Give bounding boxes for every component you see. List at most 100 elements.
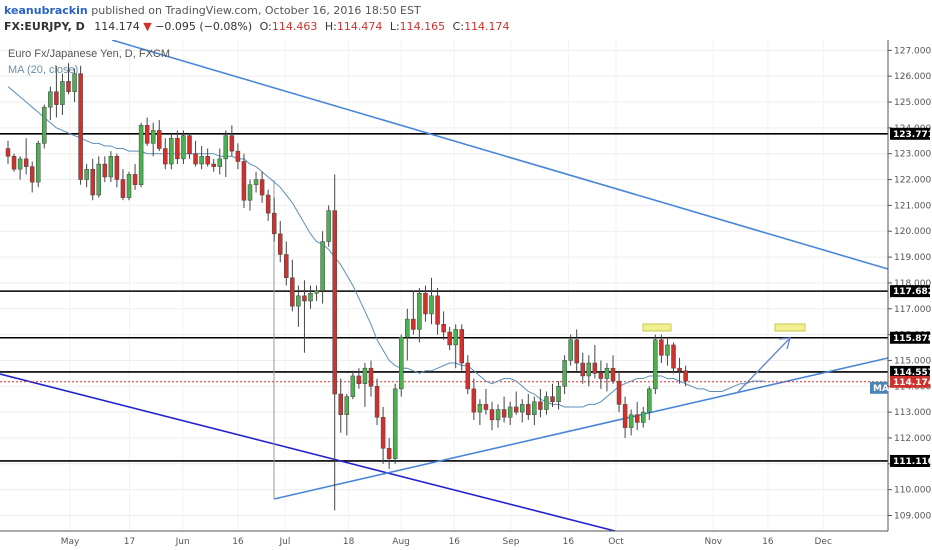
candle-down xyxy=(622,404,628,428)
candle-up xyxy=(199,156,204,165)
candle-up xyxy=(320,241,325,291)
candle-down xyxy=(23,158,29,167)
candle-down xyxy=(290,277,295,307)
y-tick-label: 127.000 xyxy=(894,46,931,56)
candle-down xyxy=(205,156,210,165)
candle-down xyxy=(235,150,241,162)
level-tag xyxy=(890,285,930,298)
highlight-box-1[interactable] xyxy=(642,323,672,332)
x-tick-label: Oct xyxy=(608,537,624,547)
y-tick-label: 109.000 xyxy=(894,511,931,521)
candle-down xyxy=(423,293,428,315)
x-tick-label: 18 xyxy=(343,537,355,547)
candle-down xyxy=(187,135,192,154)
candle-down xyxy=(368,367,374,387)
candles xyxy=(5,63,688,511)
plot-area[interactable] xyxy=(0,40,888,531)
y-tick-label: 125.000 xyxy=(894,98,931,108)
candle-up xyxy=(48,91,53,108)
upper-trendline[interactable] xyxy=(111,40,889,270)
candle-up xyxy=(586,362,592,377)
candle-down xyxy=(483,404,489,410)
candle-up xyxy=(477,404,483,413)
price-tags: 123.771 117.682 115.878 114.557 111.110 114.1… xyxy=(870,127,932,467)
candle-down xyxy=(471,388,477,413)
level-tag-label: 117.682 xyxy=(893,287,932,297)
candle-down xyxy=(634,414,640,423)
candle-up xyxy=(126,174,132,198)
y-tick-label: 121.000 xyxy=(894,201,931,211)
x-tick-label: Jun xyxy=(175,537,190,547)
candle-down xyxy=(78,73,83,180)
level-tag-label: 111.110 xyxy=(893,457,932,467)
candle-up xyxy=(350,375,356,397)
candle-up xyxy=(562,360,567,387)
y-axis[interactable]: 109.000110.000111.000112.000113.000114.0… xyxy=(888,46,931,521)
candle-up xyxy=(405,318,410,338)
price-tag xyxy=(890,375,930,388)
candle-down xyxy=(616,380,622,405)
author-link[interactable]: keanubrackin xyxy=(4,4,88,17)
candle-up xyxy=(399,336,404,390)
highlight-box-2[interactable] xyxy=(774,323,806,332)
candle-down xyxy=(683,370,688,382)
candle-up xyxy=(108,156,114,178)
open-value: 114.463 xyxy=(271,20,318,33)
candle-down xyxy=(90,168,95,196)
y-tick-label: 112.000 xyxy=(894,434,931,444)
grid xyxy=(0,40,888,531)
close-value: 114.174 xyxy=(464,20,510,33)
change-value: −0.095 (−0.08%) xyxy=(155,20,253,33)
candle-down xyxy=(157,130,162,149)
y-tick-label: 119.000 xyxy=(894,253,931,263)
candle-down xyxy=(332,210,337,395)
candle-down xyxy=(284,254,289,278)
candle-down xyxy=(66,81,71,92)
candle-down xyxy=(114,156,120,180)
level-tag xyxy=(890,331,930,344)
lower-trendline[interactable] xyxy=(0,373,616,532)
price-chart[interactable]: Euro Fx/Japanese Yen, D, FXCM MA (20, cl… xyxy=(0,40,932,550)
level-tag xyxy=(890,365,930,378)
candle-down xyxy=(102,163,108,178)
close-label: C: xyxy=(452,20,465,33)
candle-up xyxy=(181,135,186,160)
candle-up xyxy=(169,137,174,165)
published-line: keanubrackin published on TradingView.co… xyxy=(4,4,421,17)
candle-down xyxy=(411,318,416,330)
last-price: 114.174 xyxy=(94,20,140,33)
legend-ma[interactable]: MA (20, close) xyxy=(8,64,78,76)
candle-up xyxy=(544,396,549,410)
candle-up xyxy=(314,290,319,294)
level-tag-label: 123.771 xyxy=(893,130,932,140)
x-tick-label: Jul xyxy=(278,537,290,547)
candle-down xyxy=(610,367,616,382)
candle-down xyxy=(271,212,277,235)
symbol-label[interactable]: FX:EURJPY, D xyxy=(4,20,85,33)
candle-up xyxy=(138,125,144,185)
candle-down xyxy=(259,179,265,196)
candle-up xyxy=(217,158,222,167)
candle-up xyxy=(453,329,458,346)
candle-down xyxy=(538,401,543,410)
candle-up xyxy=(653,339,658,390)
candle-up xyxy=(392,388,398,459)
candle-down xyxy=(54,91,59,105)
candle-down xyxy=(132,174,138,185)
candle-down xyxy=(241,161,247,201)
x-axis[interactable]: May 17 Jun 16 Jul 18 Aug 16 Sep 16 Oct Nov 16 Dec xyxy=(61,537,832,547)
level-tag-label: 114.557 xyxy=(893,368,932,378)
y-tick-label: 118.000 xyxy=(894,279,931,289)
candle-down xyxy=(5,148,11,157)
candle-up xyxy=(36,143,41,183)
candle-up xyxy=(344,396,350,415)
high-label: H: xyxy=(324,20,337,33)
candle-up xyxy=(628,414,634,428)
candle-up xyxy=(417,293,422,330)
ohlc-line: FX:EURJPY, D 114.174 ▼ −0.095 (−0.08%) O… xyxy=(4,20,510,33)
level-tag xyxy=(890,127,930,140)
candle-down xyxy=(278,233,283,255)
candle-down xyxy=(356,375,362,384)
candle-down xyxy=(374,386,380,418)
x-tick-label: Sep xyxy=(503,537,520,547)
